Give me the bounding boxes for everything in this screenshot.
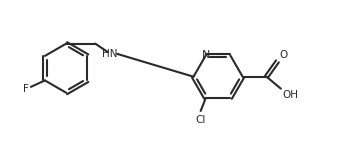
Text: O: O [279, 50, 287, 60]
Text: N: N [202, 50, 210, 60]
Text: OH: OH [282, 90, 299, 100]
Text: HN: HN [102, 49, 117, 59]
Text: F: F [23, 84, 29, 94]
Text: Cl: Cl [195, 115, 206, 125]
